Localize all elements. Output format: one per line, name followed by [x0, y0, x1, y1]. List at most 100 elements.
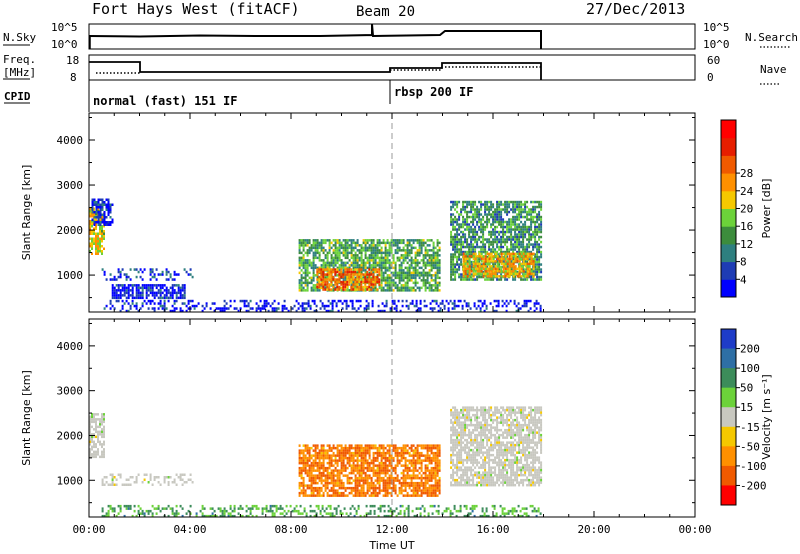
data-cell [514, 223, 517, 226]
data-cell [500, 278, 503, 281]
data-cell [484, 210, 487, 214]
data-cell [298, 244, 301, 247]
data-cell [215, 307, 218, 310]
data-cell [482, 250, 485, 254]
data-cell [436, 489, 439, 492]
data-cell [320, 273, 323, 276]
data-cell [434, 466, 437, 470]
data-cell [490, 215, 493, 219]
data-cell [404, 481, 407, 485]
data-cell [316, 469, 319, 472]
data-cell [103, 221, 106, 224]
data-cell [109, 473, 112, 476]
data-cell [510, 268, 513, 271]
data-cell [419, 309, 422, 313]
data-cell [159, 294, 162, 297]
data-cell [402, 254, 405, 257]
data-cell [384, 474, 387, 477]
data-cell [165, 286, 168, 290]
data-cell [488, 257, 491, 261]
data-cell [298, 454, 301, 457]
data-cell [308, 246, 311, 250]
data-cell [406, 249, 409, 252]
data-cell [479, 309, 482, 313]
data-cell [358, 273, 361, 276]
data-cell [438, 281, 441, 285]
data-cell [366, 489, 369, 492]
data-cell [320, 474, 323, 477]
data-cell [452, 228, 455, 231]
data-cell [536, 255, 539, 259]
data-cell [332, 289, 335, 292]
data-cell [223, 304, 226, 308]
data-cell [530, 275, 533, 279]
data-cell [342, 494, 345, 497]
data-cell [97, 211, 100, 214]
data-cell [536, 205, 539, 209]
data-cell [342, 491, 345, 495]
data-cell [524, 270, 527, 274]
data-cell [462, 205, 465, 209]
data-cell [480, 205, 483, 209]
data-cell [310, 489, 313, 492]
data-cell [486, 257, 489, 261]
data-cell [436, 446, 439, 450]
data-cell [344, 288, 347, 291]
data-cell [379, 309, 382, 313]
data-cell [470, 275, 473, 278]
data-cell [453, 299, 456, 303]
data-cell [340, 451, 343, 455]
data-cell [103, 428, 105, 431]
data-cell [526, 200, 529, 204]
data-cell [506, 235, 509, 239]
data-cell [300, 281, 303, 285]
data-cell [171, 309, 174, 313]
data-cell [460, 235, 463, 239]
data-cell [346, 479, 349, 482]
data-cell [314, 274, 317, 277]
data-cell [518, 248, 521, 251]
data-cell [490, 213, 493, 216]
data-cell [516, 208, 519, 211]
data-cell [498, 210, 501, 214]
data-cell [388, 446, 391, 450]
data-cell [382, 481, 385, 485]
data-cell [414, 454, 417, 457]
data-cell [488, 262, 491, 266]
data-cell [129, 268, 132, 271]
data-cell [506, 213, 509, 216]
data-cell [412, 269, 415, 272]
data-cell [366, 249, 369, 252]
data-cell [414, 239, 417, 242]
data-cell [408, 269, 411, 272]
data-cell [498, 218, 501, 221]
data-cell [153, 273, 156, 276]
data-cell [179, 307, 182, 310]
data-cell [345, 304, 348, 308]
data-cell [480, 257, 483, 261]
data-cell [496, 240, 499, 244]
data-cell [165, 273, 168, 276]
data-cell [328, 273, 331, 276]
data-cell [458, 258, 461, 261]
data-cell [141, 294, 144, 297]
data-cell [394, 491, 397, 495]
data-cell [332, 244, 335, 247]
data-cell [171, 304, 174, 308]
data-cell [346, 476, 349, 480]
data-cell [460, 253, 463, 256]
data-cell [332, 266, 335, 270]
data-cell [532, 205, 535, 209]
data-cell [338, 494, 341, 497]
data-cell [97, 207, 99, 210]
data-cell [101, 230, 103, 233]
data-cell [143, 478, 146, 481]
data-cell [490, 240, 493, 244]
data-cell [528, 258, 531, 261]
data-cell [306, 446, 309, 450]
data-cell [412, 281, 415, 285]
data-cell [461, 307, 464, 310]
data-cell [89, 418, 91, 421]
data-cell [97, 425, 99, 429]
data-cell [500, 243, 503, 246]
